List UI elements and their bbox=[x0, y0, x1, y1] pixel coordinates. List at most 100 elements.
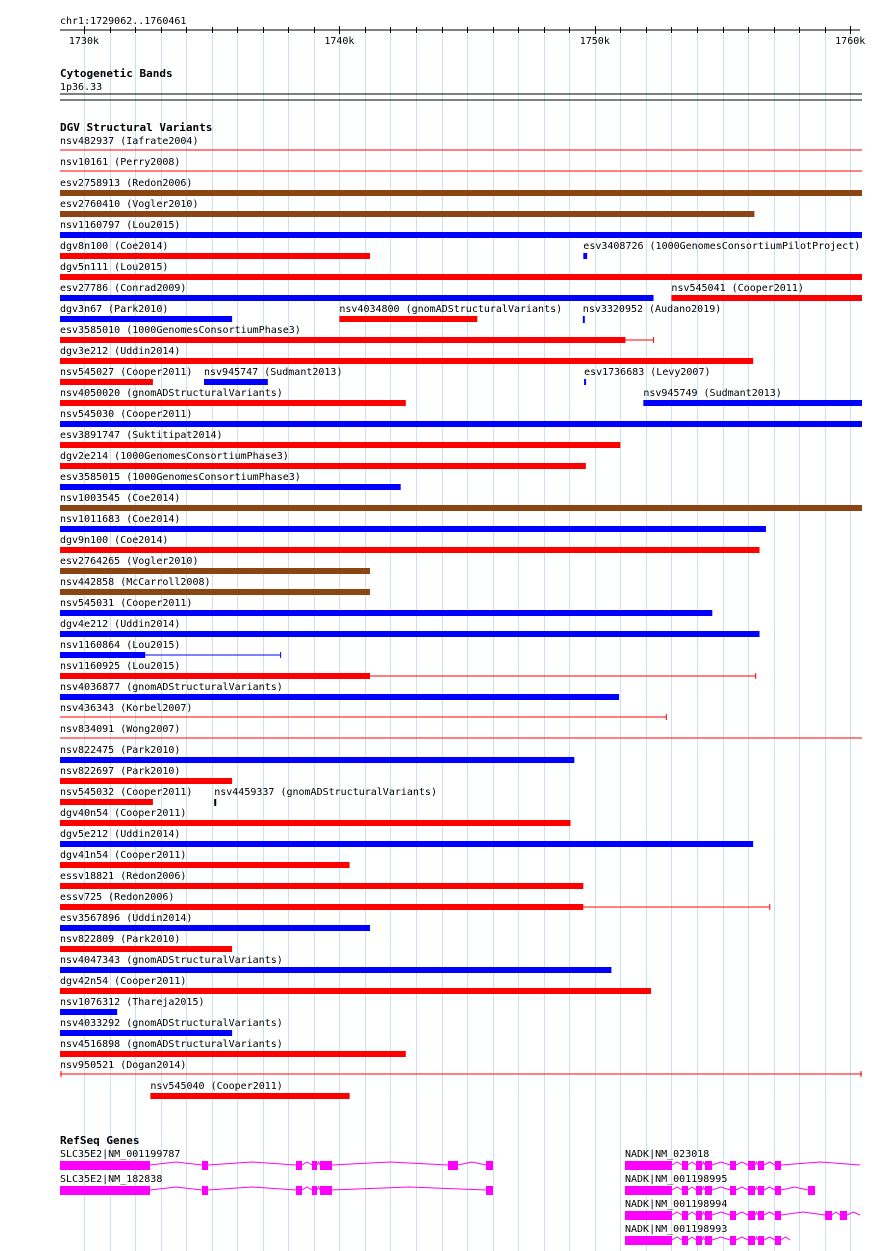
dgv-variant[interactable]: nsv1003545 (Coe2014) bbox=[60, 493, 862, 511]
dgv-variant[interactable]: dgv4e212 (Uddin2014) bbox=[60, 619, 760, 637]
refseq-intron bbox=[701, 1160, 706, 1166]
refseq-exon bbox=[312, 1161, 317, 1170]
refseq-exon bbox=[296, 1161, 302, 1170]
dgv-variant-label: dgv3n67 (Park2010) bbox=[60, 304, 168, 315]
dgv-variant[interactable]: esv2764265 (Vogler2010) bbox=[60, 556, 371, 574]
refseq-exon bbox=[730, 1236, 736, 1245]
dgv-variant[interactable]: nsv834091 (Wong2007) bbox=[60, 724, 862, 739]
refseq-intron bbox=[457, 1161, 487, 1166]
refseq-exon bbox=[730, 1211, 736, 1220]
dgv-variant-label: dgv40n54 (Cooper2011) bbox=[60, 808, 186, 819]
dgv-variant-label: nsv1011683 (Coe2014) bbox=[60, 514, 180, 525]
dgv-variant[interactable]: dgv2e214 (1000GenomesConsortiumPhase3) bbox=[60, 451, 586, 469]
dgv-variant[interactable]: esv27786 (Conrad2009) bbox=[60, 283, 654, 301]
dgv-variant[interactable]: nsv545027 (Cooper2011) bbox=[60, 367, 192, 385]
dgv-variant[interactable]: nsv945747 (Sudmant2013) bbox=[204, 367, 342, 385]
dgv-variant-bar bbox=[150, 1093, 350, 1099]
dgv-variant[interactable]: nsv545032 (Cooper2011) bbox=[60, 787, 192, 805]
dgv-variant-label: nsv822697 (Park2010) bbox=[60, 766, 180, 777]
refseq-exon bbox=[625, 1161, 672, 1170]
ruler-location: chr1:1729062..1760461 bbox=[60, 16, 186, 27]
refseq-exon bbox=[202, 1186, 208, 1195]
dgv-variant[interactable]: esv2760410 (Vogler2010) bbox=[60, 199, 755, 217]
dgv-variant[interactable]: esv3585010 (1000GenomesConsortiumPhase3) bbox=[60, 325, 655, 343]
dgv-variant[interactable]: dgv41n54 (Cooper2011) bbox=[60, 850, 350, 868]
dgv-variant-bar bbox=[60, 883, 584, 889]
dgv-variant[interactable]: nsv1011683 (Coe2014) bbox=[60, 514, 766, 532]
dgv-variant[interactable]: nsv950521 (Dogan2014) bbox=[60, 1060, 862, 1077]
refseq-intron bbox=[316, 1185, 321, 1191]
dgv-variant[interactable]: nsv822809 (Park2010) bbox=[60, 934, 233, 952]
dgv-variant[interactable]: esv2758913 (Redon2006) bbox=[60, 178, 862, 196]
dgv-variant[interactable]: dgv8n100 (Coe2014) bbox=[60, 241, 371, 259]
dgv-variant-label: nsv545032 (Cooper2011) bbox=[60, 787, 192, 798]
dgv-variant-bar bbox=[60, 589, 371, 595]
dgv-variant[interactable]: nsv4516898 (gnomADStructuralVariants) bbox=[60, 1039, 406, 1057]
dgv-variant-label: esv27786 (Conrad2009) bbox=[60, 283, 186, 294]
dgv-variant-bar bbox=[671, 295, 862, 301]
dgv-variant-label: esv3567896 (Uddin2014) bbox=[60, 913, 192, 924]
dgv-variant[interactable]: nsv545030 (Cooper2011) bbox=[60, 409, 862, 427]
dgv-variant[interactable]: nsv10161 (Perry2008) bbox=[60, 157, 862, 172]
dgv-variant[interactable]: esv3567896 (Uddin2014) bbox=[60, 913, 371, 931]
refseq-gene[interactable]: NADK|NM_023018 bbox=[625, 1149, 861, 1170]
refseq-exon bbox=[705, 1161, 712, 1170]
dgv-variant[interactable]: dgv5e212 (Uddin2014) bbox=[60, 829, 754, 847]
dgv-variant[interactable]: esv1736683 (Levy2007) bbox=[584, 367, 711, 385]
refseq-intron bbox=[763, 1161, 776, 1166]
dgv-variant[interactable]: nsv482937 (Iafrate2004) bbox=[60, 136, 862, 151]
dgv-variant-label: nsv482937 (Iafrate2004) bbox=[60, 136, 198, 147]
dgv-variant[interactable]: nsv545040 (Cooper2011) bbox=[150, 1081, 350, 1099]
dgv-variant[interactable]: esv3585015 (1000GenomesConsortiumPhase3) bbox=[60, 472, 401, 490]
dgv-variant[interactable]: nsv822475 (Park2010) bbox=[60, 745, 575, 763]
dgv-variant[interactable]: nsv4459337 (gnomADStructuralVariants) bbox=[214, 787, 437, 806]
refseq-gene[interactable]: SLC35E2|NM_182838 bbox=[60, 1174, 493, 1195]
refseq-exon bbox=[202, 1161, 208, 1170]
dgv-variant[interactable]: dgv42n54 (Cooper2011) bbox=[60, 976, 651, 994]
dgv-variant[interactable]: nsv1076312 (Thareja2015) bbox=[60, 997, 205, 1015]
dgv-variant[interactable]: nsv442858 (McCarroll2008) bbox=[60, 577, 371, 595]
dgv-variant[interactable]: nsv3320952 (Audano2019) bbox=[582, 304, 721, 323]
refseq-gene[interactable]: NADK|NM_001198994 bbox=[625, 1199, 861, 1220]
dgv-variant[interactable]: nsv4034800 (gnomADStructuralVariants) bbox=[339, 304, 562, 322]
dgv-variant[interactable]: essv18821 (Redon2006) bbox=[60, 871, 584, 889]
dgv-variant[interactable]: esv3891747 (Suktitipat2014) bbox=[60, 430, 621, 448]
dgv-variant[interactable]: dgv5n111 (Lou2015) bbox=[60, 262, 862, 280]
dgv-variant[interactable]: dgv3e212 (Uddin2014) bbox=[60, 346, 754, 364]
dgv-variant[interactable]: nsv436343 (Korbel2007) bbox=[60, 703, 667, 720]
dgv-variant[interactable]: nsv4050020 (gnomADStructuralVariants) bbox=[60, 388, 406, 406]
dgv-variant[interactable]: nsv4033292 (gnomADStructuralVariants) bbox=[60, 1018, 283, 1036]
refseq-intron bbox=[754, 1210, 759, 1216]
dgv-variant[interactable]: nsv545041 (Cooper2011) bbox=[671, 283, 862, 301]
dgv-variant[interactable]: dgv3n67 (Park2010) bbox=[60, 304, 233, 322]
refseq-gene-label: NADK|NM_001198994 bbox=[625, 1199, 727, 1210]
refseq-exon bbox=[758, 1211, 764, 1220]
dgv-variant[interactable]: nsv545031 (Cooper2011) bbox=[60, 598, 713, 616]
dgv-variant-label: nsv3320952 (Audano2019) bbox=[583, 304, 721, 315]
dgv-variant-bar bbox=[643, 400, 862, 406]
dgv-variant-label: dgv5e212 (Uddin2014) bbox=[60, 829, 180, 840]
dgv-variant[interactable]: dgv40n54 (Cooper2011) bbox=[60, 808, 571, 826]
dgv-variant[interactable]: nsv822697 (Park2010) bbox=[60, 766, 233, 784]
refseq-gene[interactable]: NADK|NM_001198993 bbox=[625, 1224, 791, 1245]
dgv-variant[interactable]: dgv9n100 (Coe2014) bbox=[60, 535, 760, 553]
dgv-variant[interactable]: nsv1160797 (Lou2015) bbox=[60, 220, 862, 238]
refseq-exon bbox=[825, 1211, 832, 1220]
dgv-variant-bar bbox=[60, 631, 760, 637]
dgv-variant[interactable]: nsv945749 (Sudmant2013) bbox=[643, 388, 862, 406]
refseq-intron bbox=[763, 1236, 776, 1241]
dgv-variant-bar bbox=[60, 610, 713, 616]
refseq-gene[interactable]: SLC35E2|NM_001199787 bbox=[60, 1149, 493, 1170]
dgv-variant-label: dgv2e214 (1000GenomesConsortiumPhase3) bbox=[60, 451, 289, 462]
refseq-exon bbox=[775, 1236, 781, 1245]
dgv-variant[interactable]: nsv4036877 (gnomADStructuralVariants) bbox=[60, 682, 620, 700]
dgv-variant[interactable]: essv725 (Redon2006) bbox=[60, 892, 771, 910]
dgv-variant[interactable]: esv3408726 (1000GenomesConsortiumPilotPr… bbox=[583, 241, 860, 259]
dgv-variant[interactable]: nsv1160925 (Lou2015) bbox=[60, 661, 757, 679]
dgv-variant-bar bbox=[60, 358, 754, 364]
refseq-gene[interactable]: NADK|NM_001198995 bbox=[625, 1174, 815, 1195]
dgv-variant-label: nsv545040 (Cooper2011) bbox=[150, 1081, 282, 1092]
dgv-variant[interactable]: nsv4047343 (gnomADStructuralVariants) bbox=[60, 955, 612, 973]
dgv-variant-bar bbox=[60, 1051, 406, 1057]
dgv-variant[interactable]: nsv1160864 (Lou2015) bbox=[60, 640, 282, 658]
